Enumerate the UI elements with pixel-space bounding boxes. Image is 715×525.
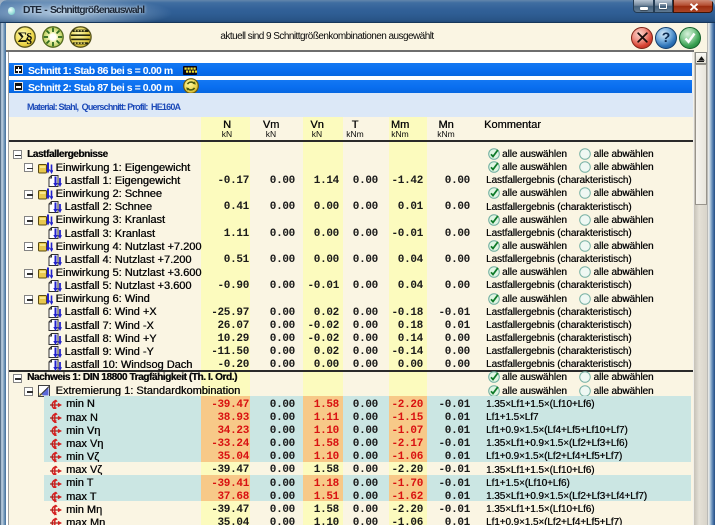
svg-text:Σ: Σ [18,30,28,46]
svg-text:§: § [26,32,33,47]
